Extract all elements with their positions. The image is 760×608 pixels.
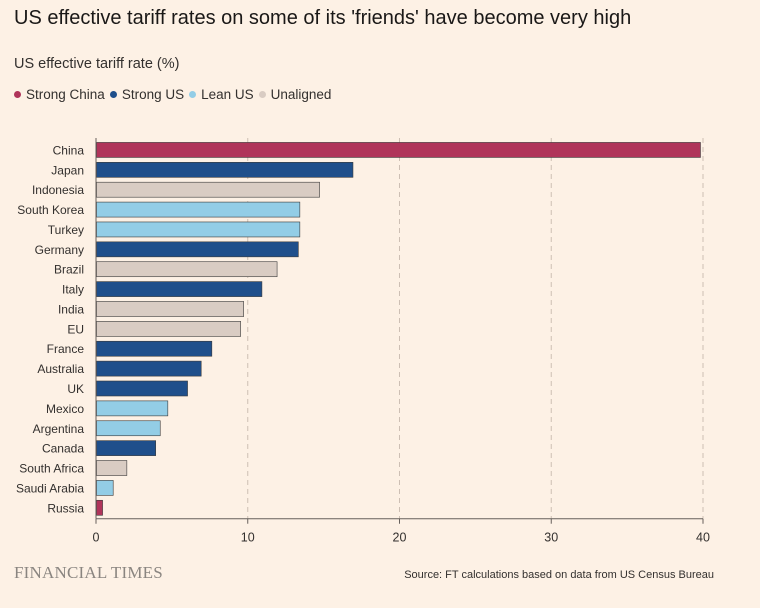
bar xyxy=(96,460,128,476)
x-tick-label: 0 xyxy=(93,531,100,545)
bar xyxy=(96,400,169,417)
bar xyxy=(96,360,202,377)
chart-title: US effective tariff rates on some of its… xyxy=(14,7,632,29)
category-label: Italy xyxy=(62,283,84,297)
category-label: Germany xyxy=(35,243,84,257)
category-label: Argentina xyxy=(33,422,85,436)
legend-label: Unaligned xyxy=(270,87,332,102)
category-label: Russia xyxy=(47,501,84,515)
legend-label: Strong US xyxy=(121,87,185,102)
legend-label: Strong China xyxy=(26,87,105,102)
bar xyxy=(96,440,156,456)
bar xyxy=(96,281,263,297)
legend-label: Lean US xyxy=(201,87,254,102)
bar xyxy=(96,201,301,218)
source-note: Source: FT calculations based on data fr… xyxy=(404,569,714,581)
category-label: Indonesia xyxy=(32,183,84,197)
bar xyxy=(96,420,161,437)
bar xyxy=(96,340,213,357)
legend-item-strong-china: Strong China xyxy=(14,87,105,102)
category-label: Brazil xyxy=(54,263,84,277)
category-label: Saudi Arabia xyxy=(16,481,84,495)
x-tick-label: 10 xyxy=(241,531,255,545)
x-tick-label: 30 xyxy=(544,531,558,545)
category-label: India xyxy=(58,302,84,316)
legend: Strong China Strong US Lean US Unaligned xyxy=(14,87,336,102)
bar xyxy=(96,480,114,496)
category-label: Mexico xyxy=(46,402,84,416)
bar xyxy=(96,261,278,278)
bar xyxy=(96,499,103,516)
chart-subtitle: US effective tariff rate (%) xyxy=(14,56,180,72)
x-tick-label: 20 xyxy=(393,531,407,545)
bar xyxy=(96,321,241,337)
legend-marker-icon xyxy=(189,91,197,98)
bar xyxy=(96,221,301,238)
category-label: China xyxy=(53,143,85,157)
category-label: France xyxy=(47,342,85,356)
category-label: South Korea xyxy=(17,203,84,217)
bar xyxy=(96,380,188,397)
ft-logo: FINANCIAL TIMES xyxy=(14,563,163,582)
category-label: Australia xyxy=(37,362,84,376)
legend-marker-icon xyxy=(109,91,117,98)
bar xyxy=(96,241,299,258)
bar xyxy=(96,142,701,158)
x-tick-label: 40 xyxy=(696,531,710,545)
category-label: South Africa xyxy=(19,462,84,476)
category-label: EU xyxy=(67,322,84,336)
legend-item-strong-us: Strong US xyxy=(109,87,185,102)
category-label: Japan xyxy=(51,163,84,177)
bar xyxy=(96,162,354,178)
category-label: Canada xyxy=(42,442,84,456)
legend-marker-icon xyxy=(258,91,266,98)
bar xyxy=(96,181,320,198)
legend-item-lean-us: Lean US xyxy=(189,87,254,102)
bar xyxy=(96,301,244,317)
legend-item-unaligned: Unaligned xyxy=(258,87,332,102)
legend-marker-icon xyxy=(14,91,21,98)
category-label: UK xyxy=(67,382,84,396)
category-label: Turkey xyxy=(48,223,84,237)
